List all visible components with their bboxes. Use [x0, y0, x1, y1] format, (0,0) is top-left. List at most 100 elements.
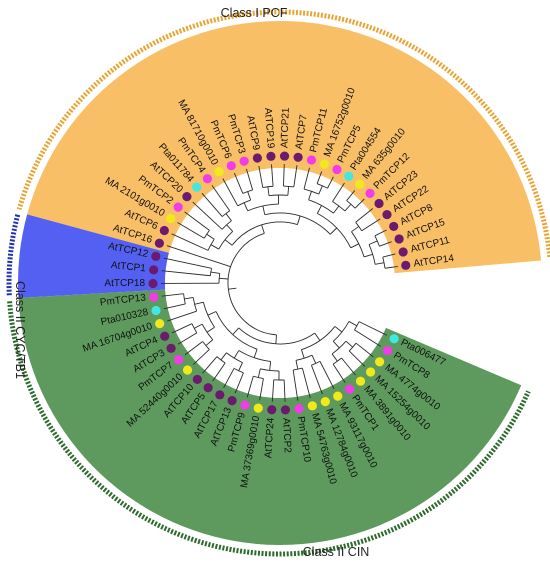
- branch-segment: [212, 362, 226, 382]
- leaf-label: AtTCP1: [110, 260, 146, 275]
- leaf-marker: [389, 221, 399, 232]
- branch-segment: [211, 185, 231, 212]
- branch-segment: [287, 186, 290, 196]
- branch-segment: [375, 262, 385, 265]
- branch-segment: [257, 368, 261, 378]
- branch-segment: [301, 367, 311, 399]
- leaf-marker: [333, 391, 343, 401]
- leaf-marker: [332, 164, 342, 175]
- branch-arc: [209, 268, 212, 276]
- leaf-marker: [173, 202, 183, 212]
- branch-arc: [231, 221, 298, 246]
- branch-segment: [374, 229, 387, 237]
- leaf-marker: [202, 174, 213, 184]
- branch-segment: [327, 176, 334, 189]
- sector-class-ii-cin: [18, 289, 522, 546]
- branch-segment: [269, 361, 272, 371]
- branch-segment: [308, 191, 312, 200]
- branch-arc: [218, 273, 221, 284]
- leaf-label: AtTCP7: [294, 114, 310, 151]
- branch-segment: [207, 311, 217, 316]
- branch-segment: [271, 164, 274, 187]
- leaf-marker: [155, 319, 165, 329]
- branch-segment: [267, 186, 270, 196]
- sector-class-i-pcf: [27, 21, 542, 274]
- branch-segment: [341, 357, 356, 376]
- branch-segment: [193, 349, 210, 365]
- branch-arc: [227, 232, 277, 336]
- branch-segment: [243, 202, 249, 212]
- branch-segment: [233, 350, 240, 359]
- branch-segment: [177, 222, 205, 239]
- branch-segment: [293, 165, 298, 188]
- branch-segment: [283, 379, 286, 402]
- branch-segment: [184, 341, 203, 356]
- leaf-marker: [166, 213, 176, 224]
- branch-segment: [314, 332, 321, 341]
- branch-arc: [355, 222, 363, 231]
- leaf-marker: [227, 396, 237, 406]
- branch-segment: [333, 205, 340, 214]
- branch-segment: [224, 239, 233, 246]
- sector-class-ii-cyc-tb1: [18, 214, 170, 298]
- leaf-marker: [149, 265, 159, 275]
- branch-segment: [275, 334, 277, 344]
- branch-segment: [271, 379, 275, 402]
- branch-segment: [194, 301, 204, 305]
- branch-segment: [350, 243, 359, 249]
- branch-segment: [354, 329, 381, 347]
- branch-segment: [310, 365, 323, 395]
- leaf-marker: [166, 343, 176, 353]
- band-class-ii-cin: [7, 301, 531, 557]
- branch-segment: [163, 257, 212, 269]
- leaf-marker: [319, 159, 330, 169]
- leaf-marker: [398, 247, 408, 257]
- branch-segment: [344, 203, 352, 212]
- branch-segment: [331, 353, 338, 362]
- leaf-marker: [320, 397, 330, 407]
- leaf-marker: [203, 383, 213, 393]
- leaf-marker: [239, 156, 249, 166]
- leaf-marker: [374, 198, 384, 209]
- branch-segment: [166, 245, 231, 268]
- branch-segment: [233, 172, 244, 194]
- leaf-marker: [151, 305, 161, 316]
- class-label-cyc-tb1: Class II CYC/TB1: [13, 281, 27, 379]
- branch-segment: [161, 293, 184, 297]
- branch-arc: [262, 185, 274, 188]
- class-labels: Class I PCF Class II CYC/TB1 Class II CI…: [13, 6, 369, 559]
- leaf-label: AtTCP21: [279, 107, 291, 148]
- branch-segment: [351, 226, 360, 233]
- leaf-label: AtTCP24: [263, 417, 277, 459]
- band-class-i-pcf: [16, 9, 550, 258]
- branch-segment: [223, 368, 235, 388]
- leaf-marker: [151, 251, 161, 261]
- branch-segment: [379, 241, 392, 247]
- branch-segment: [332, 341, 340, 349]
- band-class-ii-cyc-tb1: [6, 214, 21, 296]
- branch-segment: [354, 198, 365, 209]
- branch-segment: [292, 369, 299, 401]
- branch-segment: [355, 208, 374, 223]
- branch-arc: [207, 239, 215, 251]
- branch-segment: [202, 356, 218, 374]
- branch-segment: [163, 303, 186, 310]
- branch-segment: [201, 192, 223, 217]
- leaf-marker: [389, 334, 399, 344]
- branch-arc: [293, 367, 303, 371]
- branch-segment: [192, 201, 223, 230]
- leaf-marker: [253, 403, 263, 413]
- branch-segment: [184, 296, 194, 300]
- leaf-marker: [214, 167, 224, 177]
- leaf-label: AtTCP2: [280, 418, 293, 454]
- branch-segment: [253, 349, 258, 358]
- branch-segment: [232, 327, 240, 335]
- clade-bands: [6, 9, 550, 557]
- leaf-marker: [307, 401, 317, 411]
- leaf-marker: [266, 151, 276, 161]
- branch-segment: [368, 240, 378, 245]
- branch-segment: [210, 244, 220, 250]
- branch-segment: [225, 213, 232, 221]
- leaf-marker: [252, 153, 263, 163]
